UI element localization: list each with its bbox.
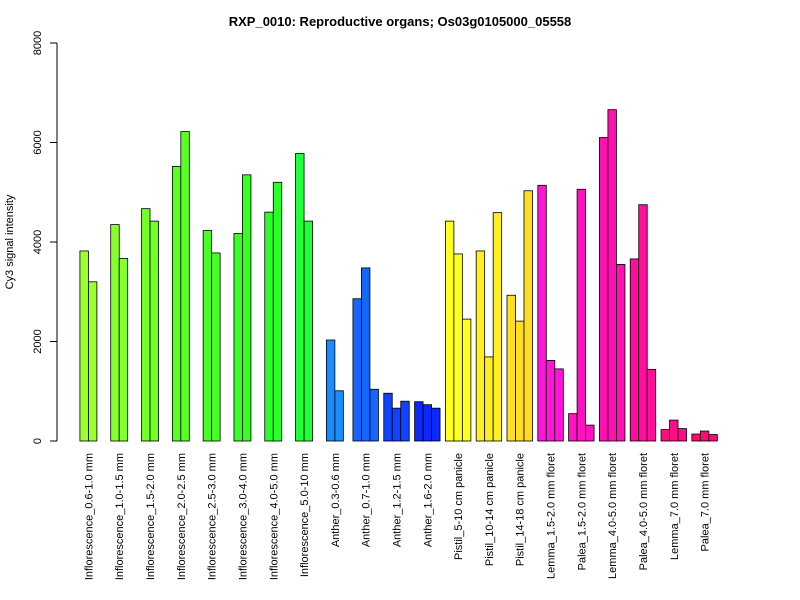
y-tick-label: 8000: [32, 31, 44, 55]
x-category-label: Lemma_7.0 mm floret: [669, 453, 681, 560]
bar: [431, 407, 441, 442]
bar: [233, 233, 243, 442]
bar: [629, 258, 640, 442]
bar: [352, 298, 362, 442]
bar: [272, 181, 283, 442]
x-category-label: Palea_1.5-2.0 mm floret: [576, 453, 588, 570]
x-category-label: Anther_0.3-0.6 mm: [330, 453, 342, 547]
x-category-label: Inflorescence_1.5-2.0 mm: [145, 453, 157, 580]
y-tick-label: 6000: [32, 130, 44, 154]
category-labels: Inflorescence_0.6-1.0 mm Inflorescence_1.…: [83, 453, 711, 580]
bar: [110, 224, 120, 442]
x-category-label: Pistil_14-18 cm panicle: [515, 453, 527, 566]
bar: [422, 404, 432, 442]
bar: [585, 424, 595, 442]
x-category-label: Inflorescence_3.0-4.0 mm: [237, 453, 249, 580]
bar: [691, 433, 701, 442]
bar: [599, 137, 609, 442]
x-category-label: Lemma_4.0-5.0 mm floret: [607, 453, 619, 579]
bar: [669, 419, 679, 442]
bar: [576, 188, 587, 442]
bar: [334, 390, 344, 442]
bar: [638, 204, 648, 442]
x-category-label: Inflorescence_0.6-1.0 mm: [83, 453, 95, 580]
bar: [660, 429, 670, 442]
bar: [325, 339, 336, 442]
bar: [616, 263, 626, 442]
bar: [141, 208, 151, 442]
bar: [677, 428, 687, 442]
y-tick-label: 4000: [32, 230, 44, 254]
bar: [708, 434, 718, 442]
bar: [242, 174, 252, 442]
bar: [202, 230, 213, 442]
bar: [568, 413, 578, 442]
bar: [118, 258, 129, 442]
bar: [506, 294, 516, 442]
bar: [264, 211, 274, 442]
x-category-label: Inflorescence_2.0-2.5 mm: [176, 453, 188, 580]
x-category-label: Inflorescence_5.0-10 mm: [299, 453, 311, 577]
x-category-label: Pistil_5-10 cm panicle: [453, 453, 465, 560]
bar: [607, 109, 617, 442]
bar: [295, 153, 305, 442]
y-axis-title: Cy3 signal intensity: [4, 194, 16, 289]
x-category-label: Lemma_1.5-2.0 mm floret: [546, 453, 558, 579]
bar: [444, 220, 455, 442]
x-category-label: Palea_7.0 mm floret: [700, 453, 712, 551]
y-tick-label: 0: [32, 438, 44, 444]
bar: [383, 392, 393, 442]
bar: [453, 253, 463, 442]
bar: [484, 356, 494, 442]
bar: [88, 281, 98, 442]
x-category-label: Inflorescence_4.0-5.0 mm: [268, 453, 280, 580]
bar: [492, 212, 503, 442]
bar: [515, 320, 525, 442]
bar: [79, 250, 89, 442]
x-category-label: Inflorescence_2.5-3.0 mm: [207, 453, 219, 580]
x-category-label: Anther_1.2-1.5 mm: [392, 453, 404, 547]
x-category-label: Pistil_10-14 cm panicle: [484, 453, 496, 566]
chart-title: RXP_0010: Reproductive organs; Os03g0105…: [229, 14, 572, 29]
y-axis: 0 2000 4000 6000 8000: [32, 31, 58, 444]
bars-group: [79, 109, 718, 442]
bar: [400, 400, 410, 442]
bar: [149, 220, 159, 442]
bar: [369, 388, 379, 442]
bar: [180, 131, 190, 442]
bar: [523, 190, 533, 442]
bar: [646, 368, 657, 442]
bar: [461, 318, 472, 442]
bar: [414, 401, 424, 442]
x-category-label: Palea_4.0-5.0 mm floret: [638, 453, 650, 570]
x-category-label: Anther_1.6-2.0 mm: [422, 453, 434, 547]
bar: [211, 252, 221, 442]
bar: [361, 267, 371, 442]
bar: [303, 220, 313, 442]
bar: [554, 368, 564, 442]
bar: [391, 407, 402, 442]
bar: [699, 430, 710, 442]
bar: [545, 360, 556, 442]
y-tick-label: 2000: [32, 329, 44, 353]
bar: [171, 165, 182, 442]
bar: [475, 250, 486, 442]
x-category-label: Inflorescence_1.0-1.5 mm: [114, 453, 126, 580]
bar: [537, 184, 547, 442]
x-category-label: Anther_0.7-1.0 mm: [361, 453, 373, 547]
